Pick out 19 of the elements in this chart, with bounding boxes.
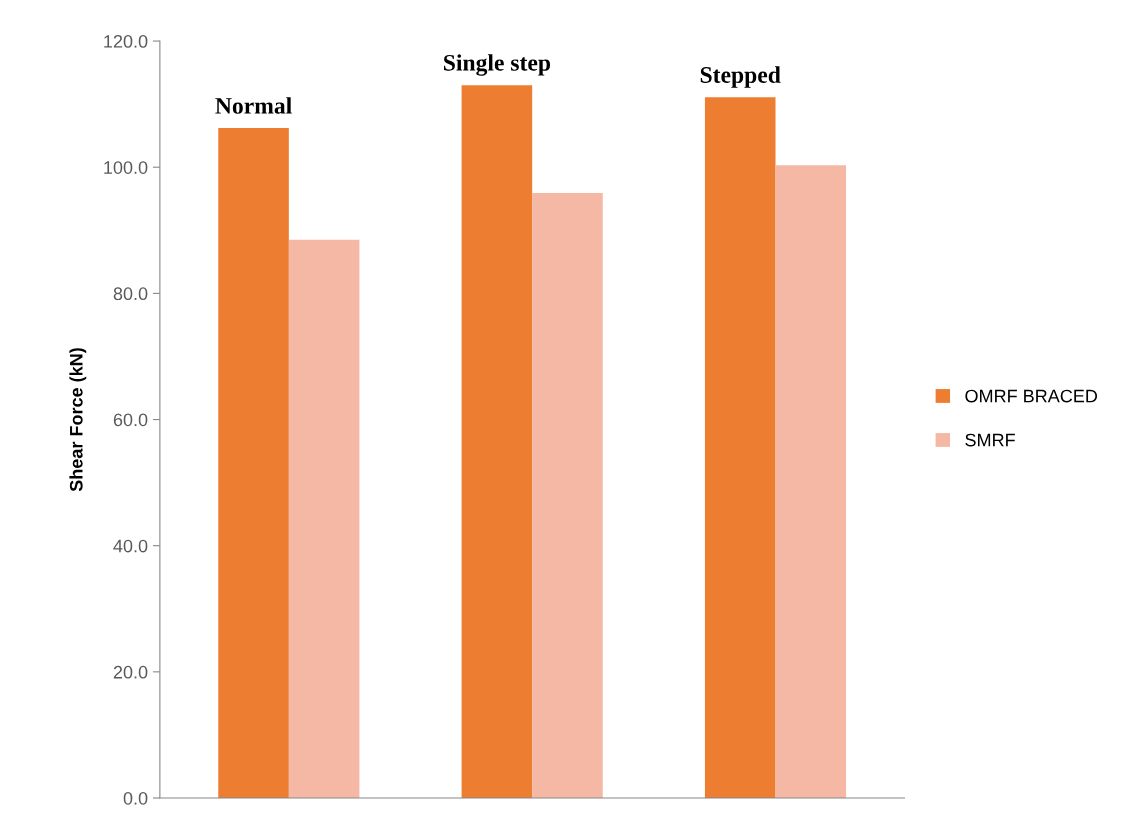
- legend-label: OMRF BRACED: [965, 389, 1098, 403]
- bar: [775, 165, 847, 799]
- y-tick-label: 80.0: [113, 287, 148, 301]
- y-tick-label: 120.0: [104, 34, 148, 48]
- bar: [704, 97, 776, 799]
- x-tick-label: Normal: [215, 97, 292, 114]
- y-tick-label: 0.0: [123, 791, 148, 805]
- x-tick-label: Single step: [444, 54, 551, 76]
- y-tick-label: 20.0: [113, 665, 148, 679]
- y-tick-label: 100.0: [104, 161, 148, 174]
- bar: [461, 85, 533, 799]
- y-tick-label: 60.0: [113, 413, 148, 427]
- y-tick-label: 40.0: [113, 539, 148, 553]
- x-tick-label: Stepped: [700, 66, 781, 88]
- legend-label: SMRF: [965, 433, 1015, 447]
- bar: [288, 239, 360, 799]
- y-axis-title: Shear Force (kN): [69, 348, 87, 492]
- bar: [218, 128, 289, 799]
- bar: [532, 193, 603, 799]
